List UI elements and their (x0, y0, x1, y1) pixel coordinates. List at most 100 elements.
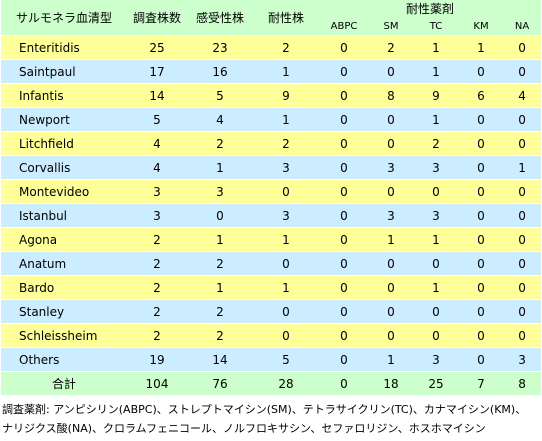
table-row: Stanley 2 2 0 0 0 0 0 0 (1, 299, 542, 324)
count-cell: 1 (187, 275, 253, 300)
serotype-cell: Infantis (1, 83, 127, 108)
count-cell: 2 (127, 227, 187, 252)
count-cell: 8 (369, 83, 413, 108)
count-cell: 3 (413, 203, 459, 228)
total-cell: 76 (187, 371, 253, 396)
count-cell: 0 (319, 275, 369, 300)
table-row: Enteritidis 25 23 2 0 2 1 1 0 (1, 35, 542, 60)
table-row: Agona 2 1 1 0 1 1 0 0 (1, 227, 542, 252)
count-cell: 1 (253, 275, 319, 300)
count-cell: 5 (253, 347, 319, 372)
count-cell: 6 (459, 83, 503, 108)
count-cell: 0 (319, 179, 369, 204)
count-cell: 0 (503, 35, 542, 60)
count-cell: 1 (253, 107, 319, 132)
table-header: サルモネラ血清型 調査株数 感受性株 耐性株 耐性薬剤 ABPC SM TC KM NA (1, 0, 542, 37)
table-row: Bardo 2 1 1 0 0 1 0 0 (1, 275, 542, 300)
count-cell: 2 (187, 323, 253, 348)
count-cell: 0 (459, 275, 503, 300)
count-cell: 3 (253, 203, 319, 228)
count-cell: 2 (253, 131, 319, 156)
footnote-line: 調査薬剤: アンピシリン(ABPC)、ストレプトマイシン(SM)、テトラサイクリ… (2, 403, 527, 416)
count-cell: 0 (459, 347, 503, 372)
count-cell: 2 (187, 299, 253, 324)
count-cell: 0 (459, 251, 503, 276)
count-cell: 0 (319, 155, 369, 180)
count-cell: 0 (319, 347, 369, 372)
count-cell: 14 (127, 83, 187, 108)
serotype-cell: Newport (1, 107, 127, 132)
count-cell: 0 (319, 131, 369, 156)
table-row: Istanbul 3 0 3 0 3 3 0 0 (1, 203, 542, 228)
header-cell: 耐性薬剤 (319, 0, 542, 18)
count-cell: 2 (413, 131, 459, 156)
total-label: 合計 (1, 371, 127, 396)
count-cell: 1 (369, 227, 413, 252)
count-cell: 0 (253, 179, 319, 204)
count-cell: 14 (187, 347, 253, 372)
count-cell: 0 (503, 107, 542, 132)
count-cell: 5 (187, 83, 253, 108)
count-cell: 0 (253, 299, 319, 324)
table-row: Others 19 14 5 0 1 3 0 3 (1, 347, 542, 372)
table-row: Litchfield 4 2 2 0 0 2 0 0 (1, 131, 542, 156)
count-cell: 0 (503, 251, 542, 276)
count-cell: 23 (187, 35, 253, 60)
serotype-cell: Istanbul (1, 203, 127, 228)
count-cell: 1 (253, 227, 319, 252)
count-cell: 2 (127, 251, 187, 276)
count-cell: 0 (369, 179, 413, 204)
count-cell: 0 (459, 323, 503, 348)
header-cell: 感受性株 (187, 0, 253, 36)
total-cell: 28 (253, 371, 319, 396)
count-cell: 1 (253, 59, 319, 84)
count-cell: 3 (503, 347, 542, 372)
total-cell: 104 (127, 371, 187, 396)
count-cell: 0 (503, 275, 542, 300)
drug-header-row: ABPC SM TC KM NA (1, 17, 542, 37)
count-cell: 1 (503, 155, 542, 180)
resistance-table: サルモネラ血清型 調査株数 感受性株 耐性株 耐性薬剤 ABPC SM TC KM NA… (1, 0, 542, 396)
count-cell: 0 (459, 107, 503, 132)
table-row: Montevideo 3 3 0 0 0 0 0 0 (1, 179, 542, 204)
total-row: 合計 104 76 28 0 18 25 7 8 (1, 371, 542, 396)
total-cell: 7 (459, 371, 503, 396)
count-cell: 3 (413, 155, 459, 180)
header-cell: TC (413, 17, 459, 37)
count-cell: 0 (319, 83, 369, 108)
count-cell: 2 (127, 299, 187, 324)
count-cell: 1 (413, 35, 459, 60)
count-cell: 1 (413, 107, 459, 132)
count-cell: 25 (127, 35, 187, 60)
count-cell: 16 (187, 59, 253, 84)
table-row: Corvallis 4 1 3 0 3 3 0 1 (1, 155, 542, 180)
count-cell: 2 (127, 275, 187, 300)
count-cell: 0 (319, 107, 369, 132)
count-cell: 0 (503, 131, 542, 156)
count-cell: 0 (413, 323, 459, 348)
count-cell: 0 (413, 179, 459, 204)
count-cell: 0 (253, 251, 319, 276)
serotype-cell: Stanley (1, 299, 127, 324)
count-cell: 0 (369, 275, 413, 300)
count-cell: 3 (187, 179, 253, 204)
serotype-cell: Enteritidis (1, 35, 127, 60)
count-cell: 3 (127, 179, 187, 204)
count-cell: 0 (319, 299, 369, 324)
table-row: Newport 5 4 1 0 0 1 0 0 (1, 107, 542, 132)
table-footer: 合計 104 76 28 0 18 25 7 8 (1, 371, 542, 396)
count-cell: 0 (369, 59, 413, 84)
serotype-cell: Anatum (1, 251, 127, 276)
count-cell: 0 (319, 59, 369, 84)
count-cell: 1 (459, 35, 503, 60)
count-cell: 0 (459, 227, 503, 252)
count-cell: 3 (369, 155, 413, 180)
header-cell: サルモネラ血清型 (1, 0, 127, 36)
count-cell: 3 (127, 203, 187, 228)
count-cell: 3 (253, 155, 319, 180)
header-cell: ABPC (319, 17, 369, 37)
count-cell: 0 (459, 203, 503, 228)
total-cell: 8 (503, 371, 542, 396)
total-cell: 0 (319, 371, 369, 396)
serotype-cell: Others (1, 347, 127, 372)
